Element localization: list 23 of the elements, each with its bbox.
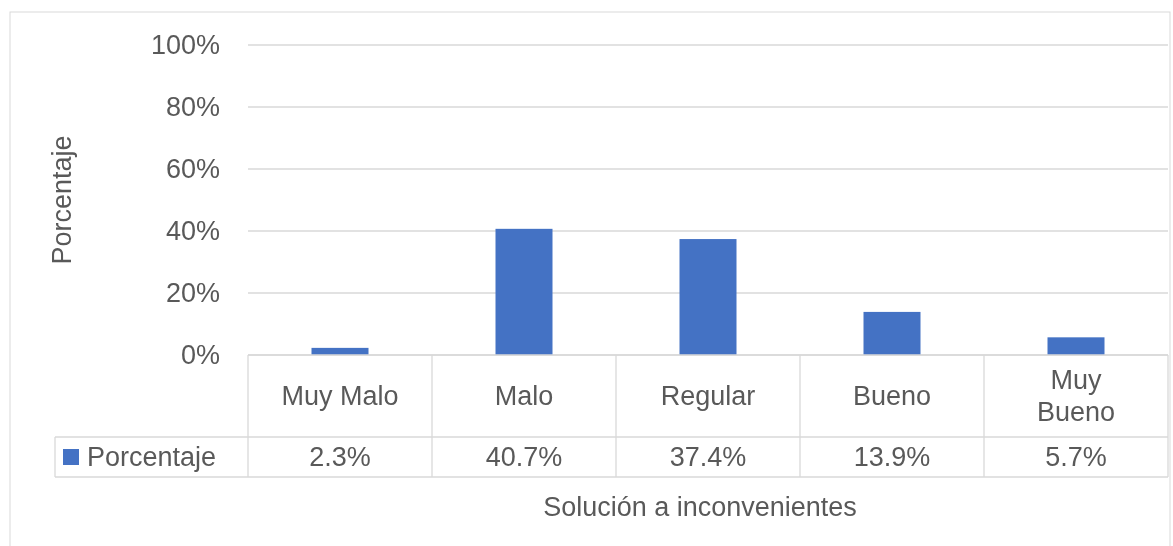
x-tick-label: Muy Malo [281,381,399,412]
data-label: 37.4% [669,442,747,473]
bar [863,311,921,355]
x-axis-title: Solución a inconvenientes [543,492,857,523]
x-tick-label: Bueno [852,381,932,412]
x-tick-label: Regular [660,381,756,412]
y-tick-label: 80% [165,92,220,123]
y-tick-label: 0% [180,340,220,371]
x-tick-label: Malo [494,381,554,412]
bar [1047,337,1105,355]
bar [495,228,553,355]
y-tick-label: 60% [165,154,220,185]
data-label: 2.3% [309,442,371,473]
data-label: 13.9% [853,442,931,473]
y-axis-title: Porcentaje [47,135,78,265]
legend-label: Porcentaje [87,442,217,473]
data-label: 40.7% [485,442,563,473]
y-tick-label: 40% [165,216,220,247]
bar [679,239,737,355]
y-tick-label: 100% [150,30,220,61]
y-tick-label: 20% [165,278,220,309]
data-label: 5.7% [1045,442,1107,473]
x-tick-label: Muy Bueno [1036,365,1116,428]
